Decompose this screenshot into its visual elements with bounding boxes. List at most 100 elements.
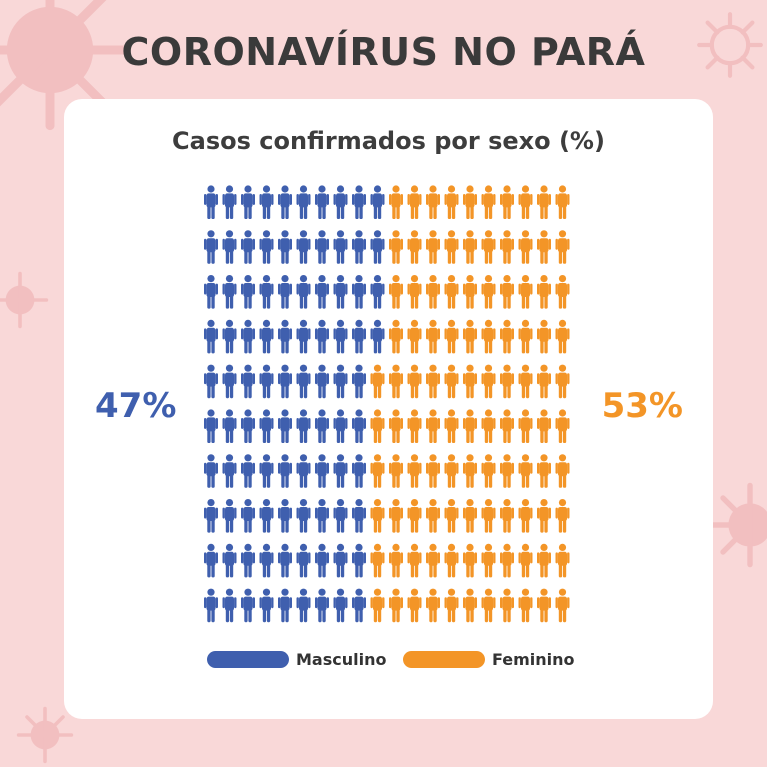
person-icon-male [241,543,255,578]
person-icon-male [296,230,311,264]
person-icon-male [315,588,329,623]
person-icon-female [463,499,477,533]
person-icon-male [204,275,218,309]
person-icon-female [481,499,496,533]
person-icon-male [296,409,311,443]
person-icon-female [389,319,403,354]
person-icon-female [407,454,422,488]
person-icon-male [241,230,255,264]
person-icon-female [537,275,551,309]
person-icon-female [444,543,459,578]
person-icon-female [500,185,514,219]
person-icon-male [204,409,218,443]
person-icon-male [259,454,274,488]
person-icon-female [555,319,570,354]
person-icon-female [426,543,440,578]
person-icon-male [333,409,348,443]
person-icon-female [555,499,570,533]
person-icon-male [352,275,366,309]
person-icon-female [407,409,422,443]
person-icon-male [204,364,218,399]
legend-swatch-female [403,651,485,668]
person-icon-female [463,454,477,488]
person-icon-female [463,588,477,623]
person-icon-male [259,319,274,354]
person-icon-male [296,185,311,219]
person-icon-male [259,409,274,443]
person-icon-female [426,454,440,488]
person-icon-male [222,319,237,354]
person-icon-male [278,364,292,399]
person-icon-female [389,364,403,399]
person-icon-female [481,454,496,488]
person-icon-female [407,364,422,399]
person-icon-female [537,319,551,354]
person-icon-female [426,275,440,309]
person-icon-male [333,364,348,399]
person-icon-female [500,230,514,264]
legend-label-female: Feminino [492,650,575,669]
person-icon-male [296,454,311,488]
person-icon-female [463,319,477,354]
person-icon-female [555,185,570,219]
person-icon-male [222,588,237,623]
person-icon-female [500,409,514,443]
person-icon-female [426,364,440,399]
person-icon-female [518,319,533,354]
person-icon-female [500,543,514,578]
person-icon-male [222,230,237,264]
person-icon-male [296,499,311,533]
chart-title: Casos confirmados por sexo (%) [172,127,605,155]
person-icon-male [296,319,311,354]
person-icon-female [407,275,422,309]
chart-card: Casos confirmados por sexo (%) 47% 53% M… [64,99,713,719]
person-icon-male [315,275,329,309]
person-icon-female [407,185,422,219]
person-icon-female [444,588,459,623]
person-icon-male [259,364,274,399]
person-icon-male [315,543,329,578]
person-icon-male [370,319,385,354]
person-icon-male [222,499,237,533]
person-icon-male [259,230,274,264]
person-icon-female [463,185,477,219]
virus-icon [0,271,49,329]
person-icon-male [333,319,348,354]
person-icon-female [518,409,533,443]
person-icon-female [426,499,440,533]
person-icon-female [481,185,496,219]
person-icon-female [537,543,551,578]
person-icon-male [241,409,255,443]
person-icon-male [315,230,329,264]
person-icon-female [463,275,477,309]
person-icon-male [315,454,329,488]
person-icon-male [352,499,366,533]
person-icon-female [426,588,440,623]
person-icon-male [241,454,255,488]
person-icon-male [222,364,237,399]
person-icon-male [204,543,218,578]
person-icon-female [518,588,533,623]
person-icon-male [259,185,274,219]
person-icon-male [352,454,366,488]
person-icon-female [389,499,403,533]
female-percentage-label: 53% [601,386,683,426]
person-icon-female [407,588,422,623]
person-icon-male [352,364,366,399]
person-icon-male [370,230,385,264]
virus-icon [707,482,767,568]
person-icon-female [444,454,459,488]
person-icon-male [222,185,237,219]
person-icon-male [352,185,366,219]
person-icon-female [370,543,385,578]
person-icon-female [463,230,477,264]
person-icon-female [463,409,477,443]
person-icon-female [389,185,403,219]
person-icon-female [518,499,533,533]
person-icon-male [278,499,292,533]
person-icon-male [241,275,255,309]
person-icon-female [481,543,496,578]
person-icon-male [352,319,366,354]
virus-icon [0,0,131,131]
person-icon-male [259,275,274,309]
